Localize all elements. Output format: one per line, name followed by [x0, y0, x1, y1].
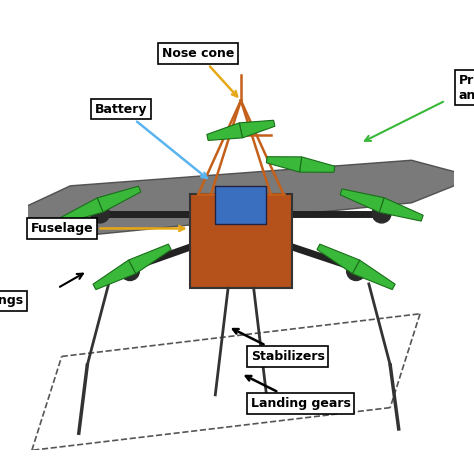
Polygon shape: [239, 120, 275, 138]
Polygon shape: [97, 186, 141, 212]
Polygon shape: [340, 189, 384, 212]
Polygon shape: [128, 244, 171, 273]
Polygon shape: [317, 244, 360, 273]
Polygon shape: [215, 186, 266, 224]
Text: Battery: Battery: [95, 102, 207, 178]
Circle shape: [120, 262, 139, 281]
Circle shape: [372, 204, 391, 223]
Text: Stabilizers: Stabilizers: [233, 329, 325, 363]
Polygon shape: [353, 260, 395, 290]
Polygon shape: [266, 157, 301, 172]
Polygon shape: [59, 198, 103, 224]
Text: Fuselage: Fuselage: [30, 222, 184, 235]
Text: Landing gears: Landing gears: [246, 376, 351, 410]
Circle shape: [346, 262, 365, 281]
Text: Nose cone: Nose cone: [162, 47, 237, 96]
Polygon shape: [190, 194, 292, 288]
Polygon shape: [6, 160, 474, 237]
Polygon shape: [207, 123, 243, 140]
Polygon shape: [300, 157, 335, 172]
Polygon shape: [379, 198, 423, 221]
Circle shape: [91, 204, 109, 223]
Polygon shape: [93, 260, 136, 290]
Text: Pr
an: Pr an: [458, 73, 474, 102]
Text: ngs: ngs: [0, 294, 23, 308]
